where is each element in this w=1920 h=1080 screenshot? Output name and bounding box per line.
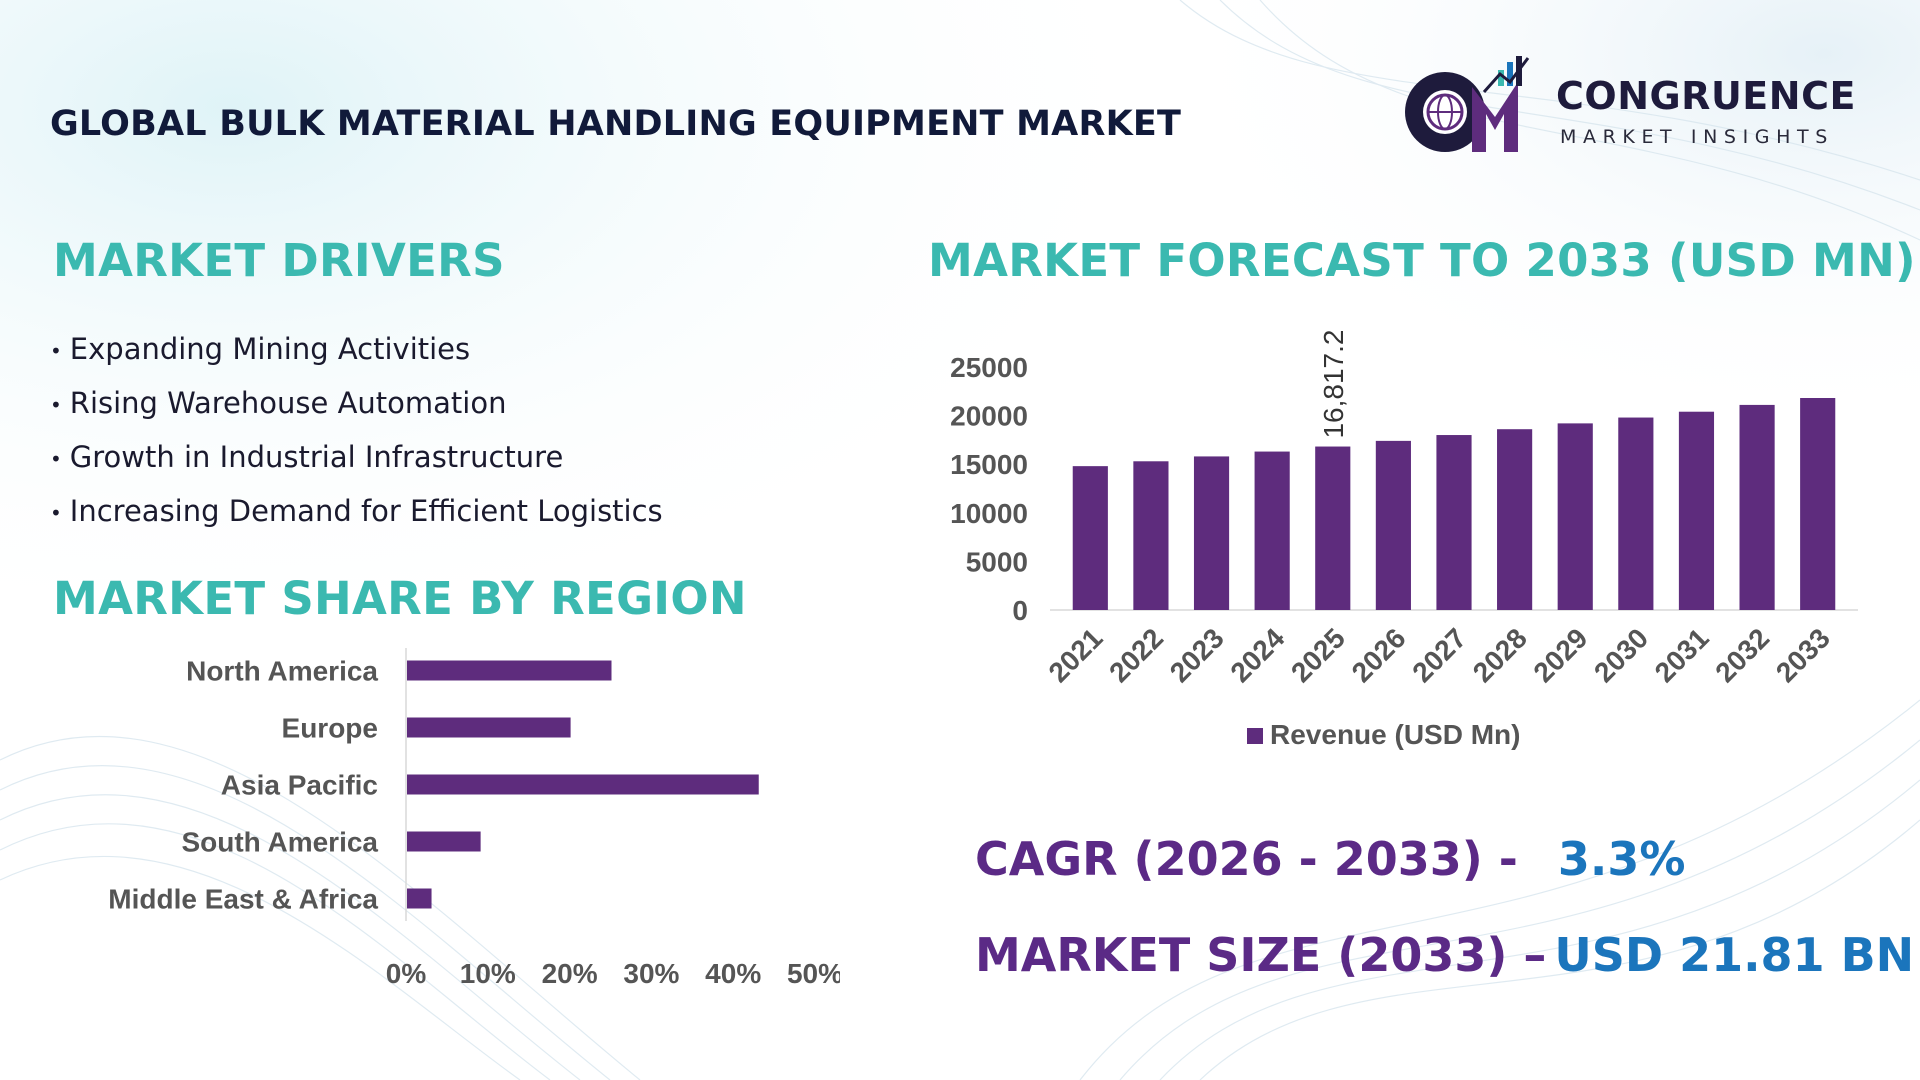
driver-text: Increasing Demand for Efficient Logistic…	[69, 494, 663, 528]
region-category-label: North America	[186, 656, 378, 687]
bullet-icon: •	[50, 339, 62, 363]
market-size-label: MARKET SIZE (2033) –	[975, 928, 1547, 982]
driver-text: Expanding Mining Activities	[69, 332, 471, 366]
forecast-bar	[1678, 411, 1715, 610]
x-tick-label: 30%	[623, 958, 679, 989]
region-bar	[407, 831, 481, 852]
driver-item: • Rising Warehouse Automation	[50, 376, 663, 430]
legend-swatch	[1247, 728, 1263, 744]
driver-item: • Expanding Mining Activities	[50, 322, 663, 376]
region-bar	[407, 774, 759, 795]
x-tick-label: 2030	[1588, 622, 1654, 688]
x-tick-label: 20%	[542, 958, 598, 989]
globe-chart-logo-icon	[1405, 56, 1530, 152]
region-share-heading: MARKET SHARE BY REGION	[53, 572, 747, 625]
x-tick-label: 0%	[386, 958, 427, 989]
page-title: GLOBAL BULK MATERIAL HANDLING EQUIPMENT …	[50, 104, 1182, 144]
driver-text: Growth in Industrial Infrastructure	[69, 440, 564, 474]
bullet-icon: •	[50, 501, 62, 525]
region-share-chart: North America Europe Asia Pacific South Ame…	[108, 648, 840, 989]
cagr-value: 3.3%	[1557, 832, 1686, 886]
market-size-value: USD 21.81 BN	[1554, 928, 1915, 982]
market-size-stat: MARKET SIZE (2033) – USD 21.81 BN	[975, 928, 1914, 982]
x-tick-label: 40%	[705, 958, 761, 989]
x-tick-label: 2023	[1164, 622, 1230, 688]
region-category-label: Middle East & Africa	[108, 884, 378, 915]
forecast-bar	[1436, 435, 1472, 610]
market-drivers-list: • Expanding Mining Activities • Rising War…	[50, 322, 663, 538]
forecast-bar	[1375, 440, 1411, 610]
region-category-label: South America	[181, 827, 378, 858]
market-drivers-heading: MARKET DRIVERS	[53, 234, 505, 287]
x-tick-label: 2032	[1709, 622, 1775, 688]
y-tick-label: 25000	[950, 352, 1028, 383]
x-tick-label: 50%	[787, 958, 840, 989]
y-tick-label: 20000	[950, 401, 1028, 432]
region-bar	[407, 660, 612, 681]
bullet-icon: •	[50, 393, 62, 417]
y-tick-label: 5000	[966, 546, 1028, 577]
forecast-bar	[1315, 446, 1351, 610]
y-tick-label: 15000	[950, 449, 1028, 480]
x-tick-label: 2027	[1406, 622, 1472, 688]
forecast-bar	[1133, 461, 1169, 610]
forecast-bar	[1072, 466, 1108, 610]
x-tick-label: 2028	[1467, 622, 1533, 688]
x-tick-label: 2021	[1043, 622, 1109, 688]
brand-logo: CONGRUENCE MARKET INSIGHTS	[1400, 52, 1870, 162]
region-bar	[407, 717, 571, 738]
forecast-bar	[1557, 423, 1593, 610]
forecast-bar	[1618, 417, 1654, 610]
forecast-bar	[1739, 404, 1775, 610]
forecast-bar	[1193, 456, 1230, 610]
cagr-label: CAGR (2026 - 2033) -	[975, 832, 1518, 886]
x-tick-label: 2026	[1346, 622, 1412, 688]
brand-tagline: MARKET INSIGHTS	[1560, 126, 1834, 148]
region-category-label: Asia Pacific	[221, 770, 378, 801]
y-tick-label: 10000	[950, 498, 1028, 529]
x-tick-label: 2029	[1528, 622, 1594, 688]
x-tick-label: 2022	[1103, 622, 1169, 688]
driver-item: • Growth in Industrial Infrastructure	[50, 430, 663, 484]
x-tick-label: 10%	[460, 958, 516, 989]
brand-name: CONGRUENCE	[1556, 74, 1856, 118]
cagr-stat: CAGR (2026 - 2033) - 3.3%	[975, 832, 1685, 886]
driver-item: • Increasing Demand for Efficient Logisti…	[50, 484, 663, 538]
region-bar	[407, 888, 432, 909]
x-tick-label: 2033	[1770, 622, 1836, 688]
region-category-label: Europe	[282, 713, 378, 744]
forecast-heading: MARKET FORECAST TO 2033 (USD MN)	[928, 234, 1916, 287]
bullet-icon: •	[50, 447, 62, 471]
x-tick-label: 2024	[1224, 622, 1290, 688]
x-tick-label: 2025	[1285, 622, 1351, 688]
driver-text: Rising Warehouse Automation	[69, 386, 507, 420]
forecast-bar	[1497, 429, 1533, 610]
x-tick-label: 2031	[1649, 622, 1715, 688]
forecast-chart: 2500020000150001000050000202120222023202…	[950, 330, 1858, 750]
y-tick-label: 0	[1012, 595, 1028, 626]
legend-label: Revenue (USD Mn)	[1270, 719, 1520, 750]
forecast-bar	[1800, 398, 1836, 610]
forecast-bar	[1254, 451, 1290, 610]
data-label: 16,817.2	[1318, 330, 1349, 439]
